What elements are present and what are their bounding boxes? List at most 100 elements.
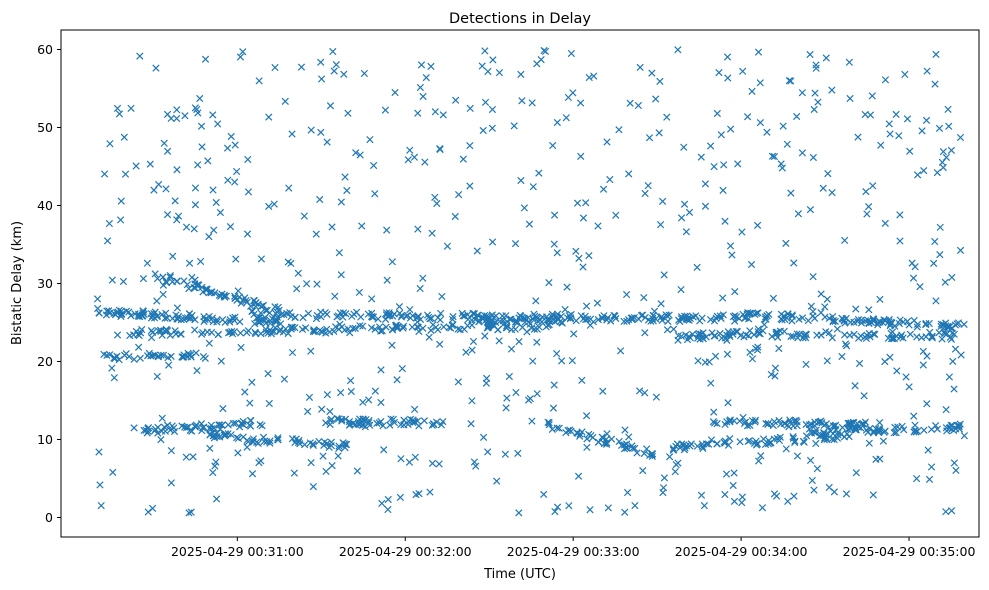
data-point [488, 238, 497, 246]
data-point [947, 507, 956, 515]
data-point [841, 319, 849, 327]
data-point [400, 421, 408, 429]
data-point [693, 263, 701, 272]
data-point [905, 383, 913, 391]
data-point [421, 158, 429, 166]
data-point [919, 347, 927, 356]
data-point [378, 499, 386, 508]
data-point [594, 222, 602, 230]
data-point [938, 158, 947, 166]
data-point [198, 283, 206, 291]
data-point [886, 320, 895, 328]
data-point [459, 155, 467, 163]
data-point [754, 457, 763, 465]
data-point [153, 372, 161, 381]
data-point [787, 77, 795, 85]
data-point [191, 201, 200, 209]
data-point [889, 334, 897, 342]
data-point [178, 422, 186, 430]
data-point [452, 96, 460, 104]
data-point [744, 437, 752, 445]
data-point [388, 341, 396, 349]
data-point [944, 105, 952, 113]
data-point [646, 451, 654, 460]
data-point [145, 349, 153, 357]
data-point [381, 106, 390, 114]
data-point [621, 426, 629, 434]
data-point [758, 504, 767, 512]
data-point [612, 211, 620, 219]
data-point [680, 446, 689, 454]
data-point [528, 417, 536, 425]
data-point [895, 132, 903, 140]
data-point [810, 428, 818, 436]
data-point [148, 504, 157, 513]
data-point [127, 104, 135, 112]
data-point [226, 318, 234, 326]
data-point [105, 219, 114, 228]
data-point [345, 417, 354, 426]
data-point [155, 180, 163, 189]
data-point [897, 331, 906, 339]
data-point [720, 438, 728, 446]
data-point [109, 468, 117, 477]
data-point [334, 452, 342, 460]
data-point [270, 200, 278, 208]
data-point [674, 46, 682, 54]
data-point [549, 404, 558, 412]
data-point [948, 329, 956, 337]
data-point [157, 435, 165, 444]
data-point [919, 361, 927, 369]
data-point [180, 315, 188, 324]
data-point [495, 337, 503, 345]
data-point [374, 315, 382, 323]
data-point [582, 412, 591, 420]
data-point [388, 258, 396, 266]
data-point [877, 141, 885, 149]
data-point [777, 310, 786, 318]
data-point [377, 327, 385, 335]
data-point [697, 491, 706, 499]
data-point [744, 308, 752, 317]
data-point [122, 307, 131, 315]
data-point [326, 420, 334, 429]
data-point [941, 278, 949, 286]
data-point [900, 426, 908, 434]
data-point [349, 324, 357, 333]
data-point [140, 426, 148, 435]
data-point [828, 189, 836, 197]
data-point [226, 223, 235, 231]
data-point [502, 404, 510, 412]
data-point [139, 275, 148, 283]
data-point [190, 284, 198, 292]
data-point [196, 257, 205, 266]
data-point [702, 440, 711, 448]
data-point [413, 318, 421, 326]
data-point [244, 327, 253, 335]
data-point [794, 334, 802, 342]
data-point [842, 314, 850, 323]
data-point [770, 490, 779, 498]
data-point [439, 417, 447, 426]
data-point [793, 421, 801, 430]
data-point [925, 475, 934, 484]
data-point [857, 332, 865, 340]
data-point [224, 430, 232, 438]
data-point [641, 329, 649, 337]
data-point [262, 328, 270, 336]
data-point [809, 307, 817, 316]
data-point [507, 325, 516, 334]
data-point [460, 325, 468, 333]
data-point [616, 347, 625, 355]
data-point [336, 320, 344, 328]
data-point [633, 449, 641, 457]
data-point [383, 226, 391, 234]
data-point [147, 314, 156, 322]
data-point [660, 474, 669, 482]
data-point [425, 333, 433, 341]
data-point [869, 316, 877, 324]
data-point [182, 453, 190, 461]
data-point [119, 277, 128, 286]
data-point [831, 317, 839, 325]
data-point [488, 317, 496, 325]
